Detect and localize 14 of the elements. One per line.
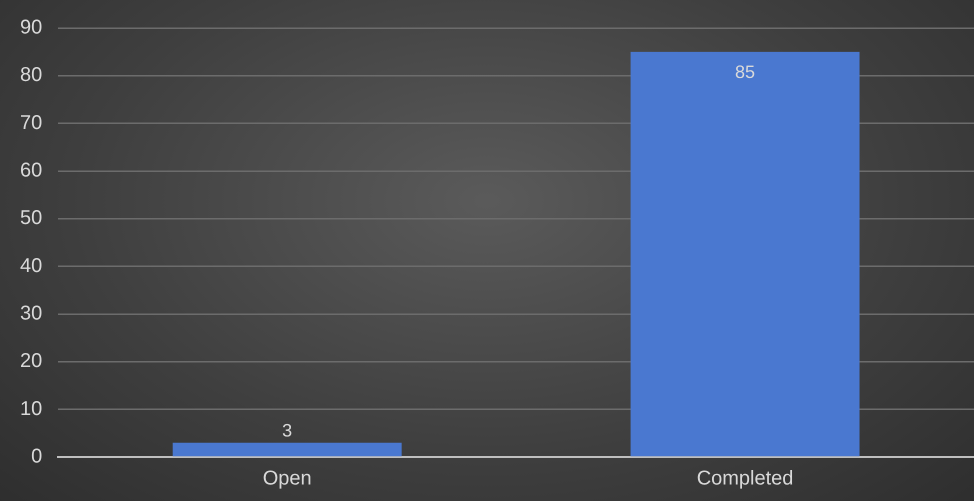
y-tick-label: 60 bbox=[20, 160, 42, 182]
y-tick-label: 70 bbox=[20, 112, 42, 134]
y-tick-label: 50 bbox=[20, 207, 42, 230]
data-label: 85 bbox=[735, 62, 756, 82]
y-tick-label: 10 bbox=[20, 398, 42, 420]
x-tick-label: Completed bbox=[696, 468, 794, 490]
y-tick-label: 80 bbox=[20, 64, 42, 86]
y-tick-label: 40 bbox=[20, 254, 42, 277]
y-tick-label: 30 bbox=[20, 302, 42, 325]
y-tick-label: 90 bbox=[20, 16, 42, 39]
y-tick-label: 0 bbox=[31, 446, 42, 468]
y-tick-label: 20 bbox=[20, 350, 42, 372]
data-label: 3 bbox=[282, 420, 292, 441]
x-tick-label: Open bbox=[262, 468, 312, 490]
